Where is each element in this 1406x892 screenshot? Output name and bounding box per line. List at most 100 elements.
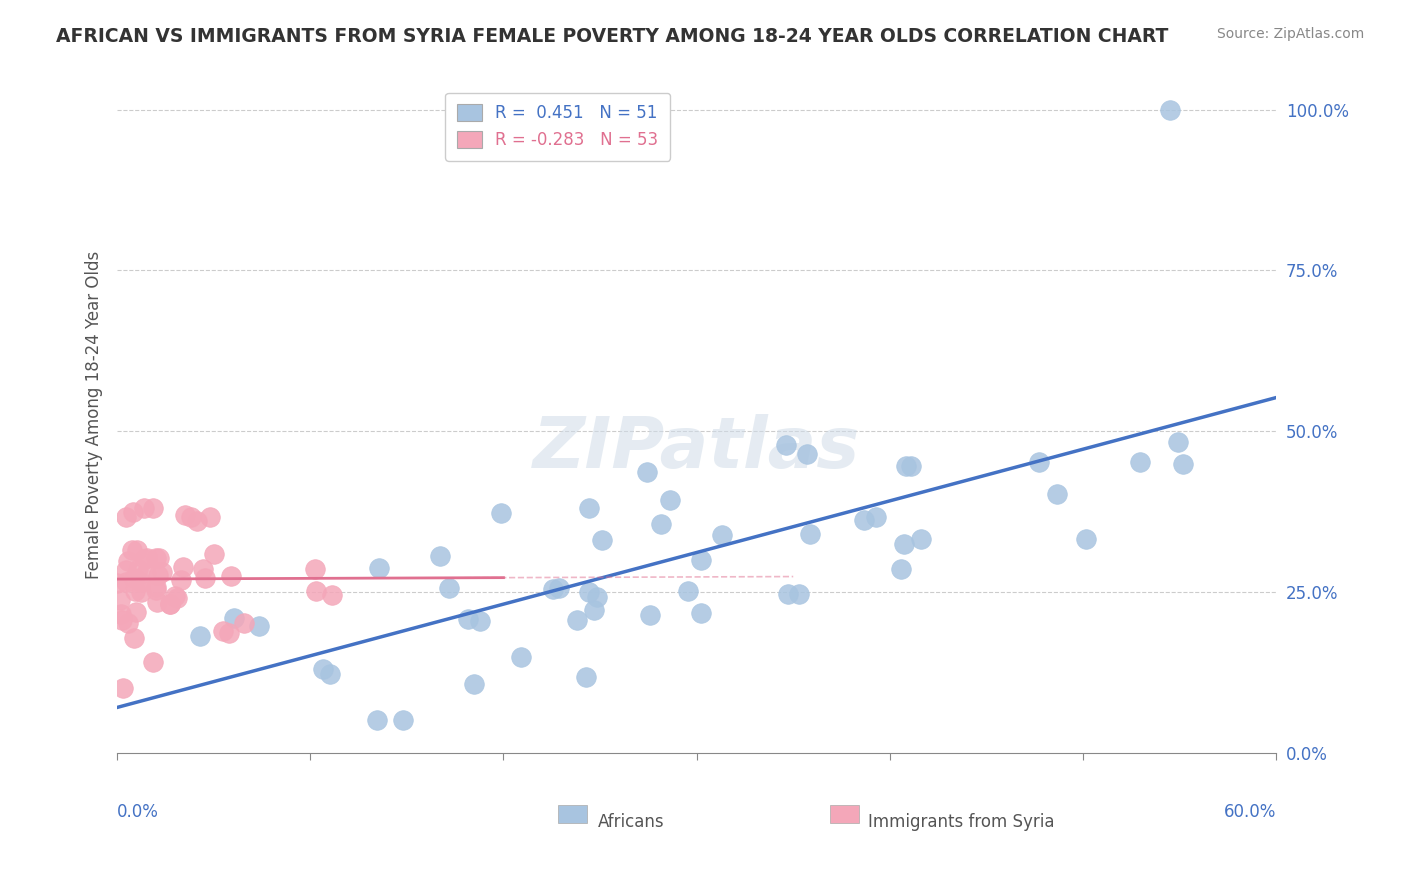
Point [775,437,797,451]
Point [548,581,571,595]
Point [853,513,876,527]
Point [437,581,460,595]
FancyBboxPatch shape [830,805,859,823]
Text: 0.0%: 0.0% [117,803,159,822]
Point [509,650,531,665]
Text: ZIPatlas: ZIPatlas [533,414,860,483]
Text: Africans: Africans [598,814,665,831]
Point [111,681,134,696]
Point [638,608,661,623]
Point [131,575,153,590]
Point [173,508,195,523]
Point [218,626,240,640]
Point [1074,532,1097,546]
Point [142,500,165,515]
Point [391,714,413,728]
Point [1173,458,1195,472]
Point [894,458,917,473]
Point [1159,103,1181,117]
Y-axis label: Female Poverty Among 18-24 Year Olds: Female Poverty Among 18-24 Year Olds [86,251,103,579]
Point [247,619,270,633]
Point [150,566,173,580]
Point [690,607,713,621]
Point [583,603,606,617]
Point [796,447,818,461]
Point [366,714,388,728]
Point [650,516,672,531]
Point [233,615,256,630]
Point [776,587,799,601]
Point [121,542,143,557]
Point [188,629,211,643]
Point [159,597,181,611]
Point [219,569,242,583]
Point [468,614,491,628]
Point [108,593,131,607]
Text: AFRICAN VS IMMIGRANTS FROM SYRIA FEMALE POVERTY AMONG 18-24 YEAR OLDS CORRELATIO: AFRICAN VS IMMIGRANTS FROM SYRIA FEMALE … [56,27,1168,45]
Point [586,590,609,604]
Point [163,589,186,603]
Point [180,509,202,524]
Point [122,632,145,646]
FancyBboxPatch shape [558,805,586,823]
Point [117,616,139,631]
Point [145,582,167,597]
Point [145,551,167,566]
Point [224,611,246,625]
Point [146,595,169,609]
Point [1128,455,1150,469]
Point [122,571,145,585]
Point [799,526,821,541]
Point [900,459,922,474]
Point [115,509,138,524]
Point [127,562,149,576]
Point [910,532,932,546]
Point [166,591,188,606]
Point [567,613,589,627]
Point [117,554,139,568]
Point [169,573,191,587]
Point [578,500,600,515]
Point [711,527,734,541]
Point [678,583,700,598]
Point [134,551,156,566]
Point [159,597,181,611]
Point [191,562,214,576]
Point [789,586,811,600]
Point [368,560,391,574]
Point [636,465,658,479]
Point [129,584,152,599]
Point [111,614,134,628]
Legend: R =  0.451   N = 51, R = -0.283   N = 53: R = 0.451 N = 51, R = -0.283 N = 53 [446,93,671,161]
Text: Immigrants from Syria: Immigrants from Syria [868,814,1054,831]
Point [578,585,600,599]
Point [304,562,326,576]
Point [146,567,169,582]
Point [115,562,138,576]
Point [463,676,485,690]
Text: 60.0%: 60.0% [1223,803,1277,822]
Point [124,584,146,599]
Point [312,662,335,676]
Point [202,547,225,561]
Point [135,566,157,580]
Point [890,562,912,576]
Point [591,533,613,547]
Point [142,655,165,669]
Point [1046,487,1069,501]
Point [135,551,157,566]
Point [186,514,208,528]
Point [105,576,128,591]
Point [489,506,512,520]
Point [690,553,713,567]
Point [893,536,915,550]
Point [429,549,451,563]
Point [1028,455,1050,469]
Point [127,543,149,558]
Point [110,607,132,621]
Text: Source: ZipAtlas.com: Source: ZipAtlas.com [1216,27,1364,41]
Point [541,582,564,596]
Point [457,612,479,626]
Point [124,605,146,619]
Point [114,575,136,590]
